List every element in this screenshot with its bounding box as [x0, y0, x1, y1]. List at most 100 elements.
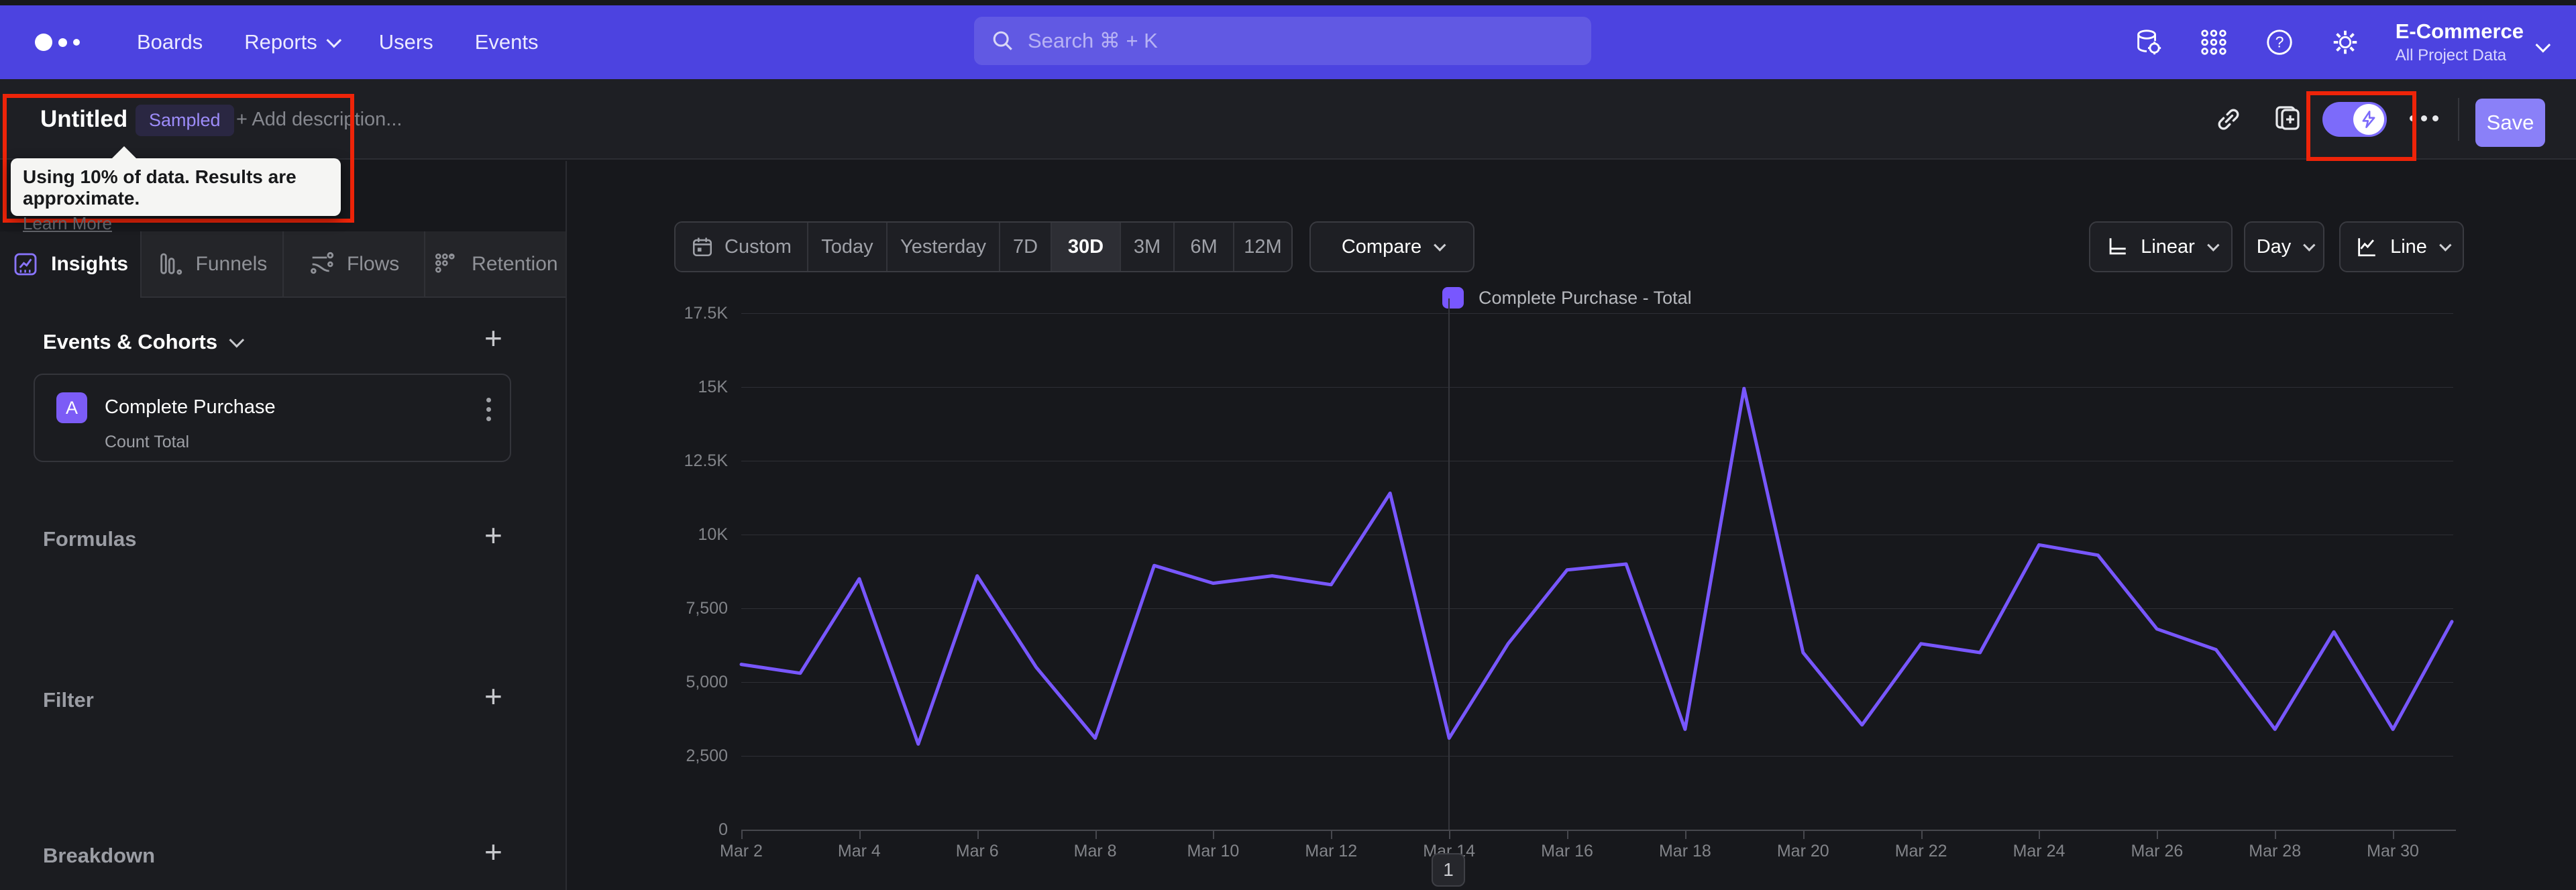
nav-item-reports[interactable]: Reports [244, 30, 341, 54]
save-button[interactable]: Save [2475, 99, 2545, 147]
events-cohorts-header[interactable]: Events & Cohorts [43, 330, 245, 354]
sidebar-section-formulas: Formulas [43, 527, 137, 551]
range-today[interactable]: Today [807, 223, 886, 271]
date-range-control: Custom Today Yesterday 7D 30D 3M 6M 12M [674, 221, 1293, 272]
interval-label: Day [2256, 235, 2292, 258]
nav-item-users[interactable]: Users [379, 30, 433, 54]
x-tick [1331, 831, 1333, 839]
nav-item-label: Boards [137, 30, 203, 54]
tooltip-text: Using 10% of data. Results are approxima… [23, 166, 297, 209]
help-icon[interactable]: ? [2264, 27, 2295, 58]
nav-item-label: Users [378, 30, 433, 54]
x-tick-label: Mar 8 [1073, 842, 1117, 860]
range-30d[interactable]: 30D [1051, 223, 1120, 271]
tab-label: Insights [51, 252, 129, 275]
apps-grid-icon[interactable] [2198, 27, 2229, 58]
x-tick-label: Mar 18 [1658, 842, 1711, 860]
event-card[interactable]: A Complete Purchase Count Total [34, 374, 511, 462]
x-tick [1803, 831, 1805, 839]
x-tick [2039, 831, 2041, 839]
range-12m[interactable]: 12M [1233, 223, 1291, 271]
search-input[interactable]: Search ⌘ + K [974, 17, 1591, 65]
x-tick [2275, 831, 2277, 839]
gridline [741, 313, 2453, 314]
tab-label: Retention [472, 252, 558, 275]
search-placeholder: Search ⌘ + K [1028, 29, 1158, 52]
y-tick-label: 0 [718, 820, 728, 839]
y-tick-label: 12.5K [684, 451, 728, 470]
add-event-button[interactable]: + [484, 321, 502, 355]
x-tick [859, 831, 861, 839]
mixpanel-logo-icon[interactable] [35, 34, 95, 51]
report-tabs: Insights Funnels Flows Retention [0, 231, 566, 298]
event-name[interactable]: Complete Purchase [105, 396, 276, 418]
range-label: 7D [1012, 235, 1038, 258]
learn-more-link[interactable]: Learn More [23, 213, 112, 233]
more-options-button[interactable] [2410, 115, 2450, 121]
range-custom[interactable]: Custom [676, 223, 807, 271]
pagination-page-1[interactable]: 1 [1432, 853, 1465, 887]
linear-axis-icon [2109, 238, 2126, 255]
nav-item-boards[interactable]: Boards [137, 30, 203, 54]
add-breakdown-button[interactable]: + [484, 834, 502, 869]
tab-flows[interactable]: Flows [282, 231, 424, 298]
x-tick-label: Mar 10 [1187, 842, 1240, 860]
chevron-down-icon [2535, 37, 2551, 53]
chevron-down-icon [2439, 238, 2452, 252]
tab-funnels[interactable]: Funnels [140, 231, 282, 298]
range-label: 12M [1244, 235, 1282, 258]
x-tick-label: Mar 4 [837, 842, 881, 860]
range-yesterday[interactable]: Yesterday [886, 223, 999, 271]
chart-type-dropdown[interactable]: Line [2339, 221, 2464, 272]
x-tick-label: Mar 16 [1541, 842, 1593, 860]
compare-dropdown[interactable]: Compare [1309, 221, 1474, 272]
x-tick-label: Mar 28 [2249, 842, 2302, 860]
project-switcher[interactable]: E-Commerce All Project Data [2396, 19, 2524, 65]
sampling-tooltip: Using 10% of data. Results are approxima… [11, 146, 341, 233]
gridline [741, 387, 2453, 388]
y-tick-label: 7,500 [686, 599, 728, 618]
event-metric[interactable]: Count Total [105, 433, 190, 451]
data-management-icon[interactable] [2133, 27, 2163, 58]
event-options-kebab[interactable] [486, 398, 491, 421]
chart-legend[interactable]: Complete Purchase - Total [1442, 287, 1912, 309]
x-tick [1213, 831, 1215, 839]
lightning-bolt-icon [2362, 111, 2375, 128]
nav-item-events[interactable]: Events [475, 30, 539, 54]
gridline [741, 682, 2453, 683]
add-description-button[interactable]: + Add description... [236, 109, 402, 130]
sampling-toggle[interactable] [2322, 102, 2387, 137]
range-label: Custom [724, 235, 792, 258]
nav-item-label: Events [474, 30, 539, 54]
search-icon [993, 31, 1012, 50]
gridline [741, 608, 2453, 609]
range-label: Yesterday [900, 235, 986, 258]
range-7d[interactable]: 7D [999, 223, 1051, 271]
add-formulas-button[interactable]: + [484, 518, 502, 553]
tab-insights[interactable]: Insights [0, 231, 141, 298]
settings-gear-icon[interactable] [2330, 27, 2361, 58]
report-title[interactable]: Untitled [40, 106, 128, 132]
tab-label: Flows [346, 252, 400, 275]
range-6m[interactable]: 6M [1173, 223, 1233, 271]
nav-item-label: Reports [244, 30, 317, 54]
top-nav: Boards Reports Users Events [0, 5, 2576, 79]
range-3m[interactable]: 3M [1120, 223, 1173, 271]
x-tick [741, 831, 743, 839]
interval-dropdown[interactable]: Day [2244, 221, 2324, 272]
x-tick-label: Mar 12 [1305, 842, 1358, 860]
add-filter-button[interactable]: + [484, 679, 502, 714]
scale-label: Linear [2141, 235, 2195, 258]
scale-dropdown[interactable]: Linear [2089, 221, 2233, 272]
tab-retention[interactable]: Retention [423, 231, 566, 298]
x-tick [1684, 831, 1686, 839]
x-tick [1095, 831, 1097, 839]
range-label: Today [821, 235, 873, 258]
svg-text:?: ? [2275, 34, 2284, 51]
x-tick-label: Mar 26 [2131, 842, 2184, 860]
sampled-badge[interactable]: Sampled [136, 105, 234, 136]
add-to-board-icon[interactable] [2271, 102, 2304, 134]
copy-link-icon[interactable] [2214, 105, 2243, 134]
gridline [741, 756, 2453, 757]
